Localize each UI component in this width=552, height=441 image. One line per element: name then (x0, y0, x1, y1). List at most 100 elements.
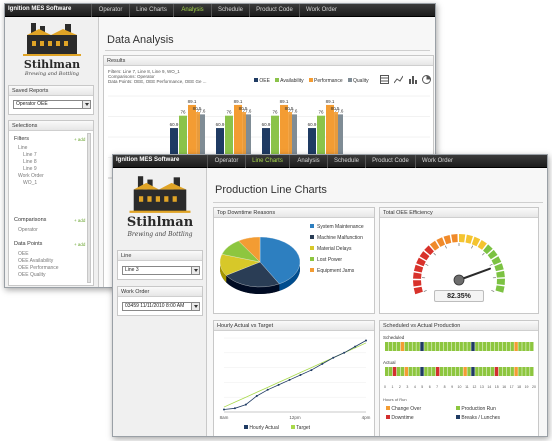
bar-data-label: 77.6 (197, 108, 206, 113)
data-point-item[interactable]: OEE Quality (18, 272, 46, 278)
add-data-point-button[interactable]: + add (74, 242, 86, 247)
results-header: Results (104, 56, 433, 66)
gantt-cell (385, 342, 389, 351)
gantt-cell (416, 342, 420, 351)
tree-item[interactable]: Line 9 (23, 166, 37, 172)
gantt-cell (498, 342, 503, 351)
work-order-select[interactable]: 03459 11/11/2010 8:00 AM (122, 302, 200, 311)
actual-point (310, 369, 313, 372)
data-point-item[interactable]: OEE Availability (18, 258, 54, 264)
tree-item[interactable]: Work Order (18, 173, 44, 179)
gauge-segment (496, 270, 505, 278)
actual-point (299, 374, 302, 376)
tab-analysis[interactable]: Analysis (289, 155, 327, 168)
table-view-icon[interactable] (380, 75, 389, 84)
tab-work-order[interactable]: Work Order (299, 4, 343, 17)
bar-data-label: 89.1 (234, 99, 243, 104)
selections-scrollbar[interactable] (87, 133, 91, 283)
bar (308, 128, 316, 178)
actual-point (354, 345, 357, 348)
data-points-label: Data Points (14, 241, 43, 247)
stihlman-logo: Stihlman Brewing and Bottling (119, 174, 201, 240)
legend-label: Hourly Actual (249, 425, 279, 431)
gauge-tick (445, 245, 447, 249)
gantt-cell (396, 367, 401, 376)
gantt-cell (451, 367, 456, 376)
data-point-item[interactable]: OEE (18, 251, 29, 257)
line-charts-main: Production Line Charts Top Downtime Reas… (207, 168, 547, 436)
actual-row-label: Actual (383, 360, 396, 365)
x-tick-label: 8am (220, 415, 229, 420)
add-filter-button[interactable]: + add (74, 137, 86, 142)
gantt-cell (475, 342, 479, 351)
tab-work-order[interactable]: Work Order (415, 155, 459, 168)
line-chart-icon[interactable] (394, 75, 403, 84)
gauge-segment (416, 257, 426, 267)
gantt-cell (388, 367, 393, 376)
downtime-pie-chart: System Maintenance Machine Malfunction Mat… (219, 224, 364, 294)
hourly-panel: Hourly Actual vs Target 8am 12pm 4pm Hourl… (213, 320, 375, 436)
tab-operator[interactable]: Operator (91, 4, 129, 17)
gauge-segment (494, 263, 504, 272)
tab-product-code[interactable]: Product Code (365, 155, 415, 168)
legend-availability: Availability (274, 78, 304, 84)
gantt-cell (463, 367, 467, 376)
gantt-cell (385, 367, 389, 376)
gauge-segment (429, 240, 440, 251)
x-tick-label: 6 (429, 385, 431, 389)
tab-line-charts[interactable]: Line Charts (245, 155, 289, 168)
bar-chart-icon[interactable] (408, 75, 417, 84)
bar (289, 114, 297, 178)
bar-data-label: 60.9 (262, 122, 271, 127)
legend-hourly-actual: Hourly Actual (244, 425, 279, 431)
bar-data-label: 76 (318, 110, 324, 115)
gantt-cell (443, 367, 448, 376)
pie-slice (259, 236, 301, 285)
gauge-tick (425, 263, 429, 266)
tab-product-code[interactable]: Product Code (249, 4, 299, 17)
gantt-cell (400, 367, 405, 376)
data-point-item[interactable]: OEE Performance (18, 265, 59, 271)
schedule-panel: Scheduled vs Actual Production Scheduled… (379, 320, 539, 436)
tree-item[interactable]: Line 8 (23, 159, 37, 165)
gantt-cell (479, 367, 483, 376)
gantt-cell (498, 367, 503, 376)
tree-item[interactable]: Line (18, 145, 28, 151)
bar (243, 114, 251, 178)
actual-point (343, 351, 346, 354)
gantt-cell (400, 342, 405, 351)
gantt-cell (530, 342, 534, 351)
bar (240, 111, 246, 178)
tree-item[interactable]: WO_1 (23, 180, 38, 186)
gauge-tick (491, 290, 495, 292)
tree-item[interactable]: Line 7 (23, 152, 37, 158)
line-select[interactable]: Line 3 (122, 266, 200, 275)
legend-label: Equipment Jams (317, 268, 355, 274)
bar-data-label: 76 (226, 110, 232, 115)
legend-series-label: Availability (280, 78, 304, 84)
gantt-cell (522, 367, 526, 376)
x-tick-label: 0 (384, 385, 386, 389)
tab-analysis[interactable]: Analysis (173, 4, 211, 17)
tab-line-charts[interactable]: Line Charts (129, 4, 173, 17)
comparison-item[interactable]: Operator (18, 227, 38, 233)
brand-name: Stihlman (23, 58, 81, 71)
x-tick-label: 13 (480, 385, 484, 389)
tab-schedule[interactable]: Schedule (327, 155, 365, 168)
saved-reports-select[interactable]: Operator OEE (13, 100, 91, 109)
tab-operator[interactable]: Operator (207, 155, 245, 168)
legend-label: Material Delays (317, 246, 352, 252)
actual-point (365, 339, 367, 342)
gauge-segment (459, 234, 466, 243)
gantt-cell (494, 367, 499, 376)
hourly-legend: Hourly Actual Target (244, 425, 310, 431)
bar (271, 115, 279, 178)
add-comparison-button[interactable]: + add (74, 218, 86, 223)
pie-chart-icon[interactable] (422, 75, 431, 84)
legend-label: Lost Power (317, 257, 342, 263)
gauge-segment (487, 249, 498, 260)
tab-schedule[interactable]: Schedule (211, 4, 249, 17)
line-header: Line (118, 251, 202, 261)
chart-legend: OEE Availability Performance Quality (254, 78, 369, 84)
pie-slice (225, 261, 280, 288)
